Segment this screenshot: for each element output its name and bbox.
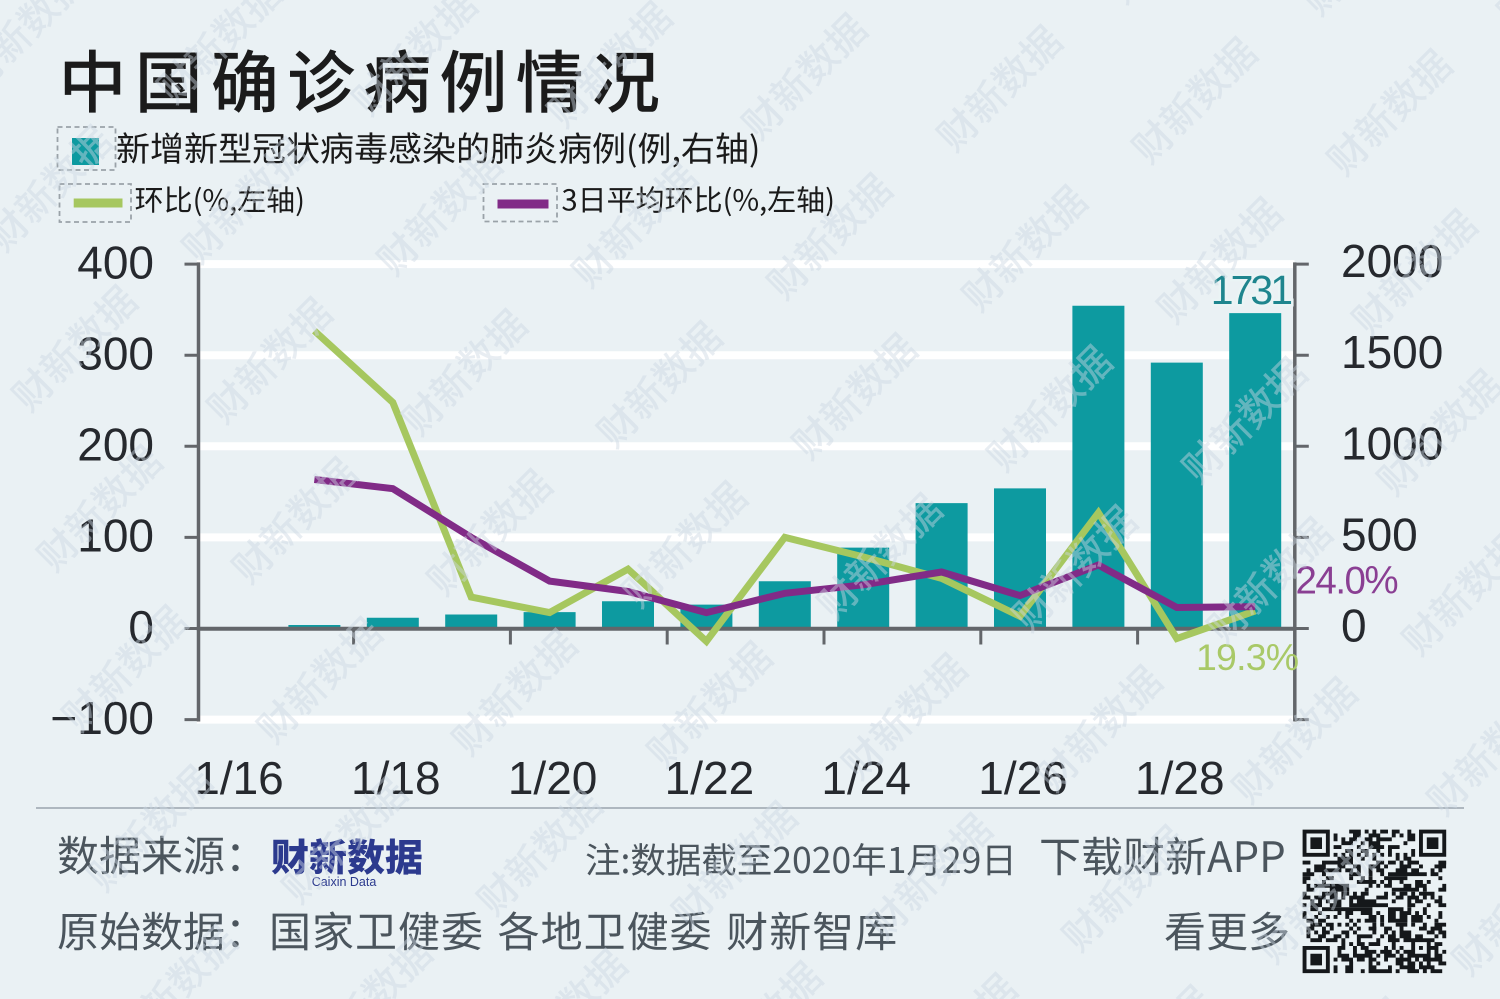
svg-text:400: 400 — [77, 236, 154, 288]
svg-text:100: 100 — [77, 510, 154, 562]
svg-text:1/24: 1/24 — [821, 752, 911, 804]
svg-text:1500: 1500 — [1341, 326, 1443, 378]
svg-text:1/20: 1/20 — [508, 752, 598, 804]
svg-text:−100: −100 — [50, 692, 154, 744]
svg-text:Caixin Data: Caixin Data — [312, 875, 377, 889]
svg-text:19.3%: 19.3% — [1196, 636, 1298, 678]
svg-text:1/16: 1/16 — [194, 752, 284, 804]
svg-text:24.0%: 24.0% — [1296, 560, 1398, 603]
svg-text:1/22: 1/22 — [665, 752, 755, 804]
svg-text:1/28: 1/28 — [1135, 752, 1225, 804]
svg-text:2000: 2000 — [1341, 235, 1443, 287]
svg-text:500: 500 — [1341, 508, 1418, 560]
svg-text:0: 0 — [1341, 600, 1367, 652]
